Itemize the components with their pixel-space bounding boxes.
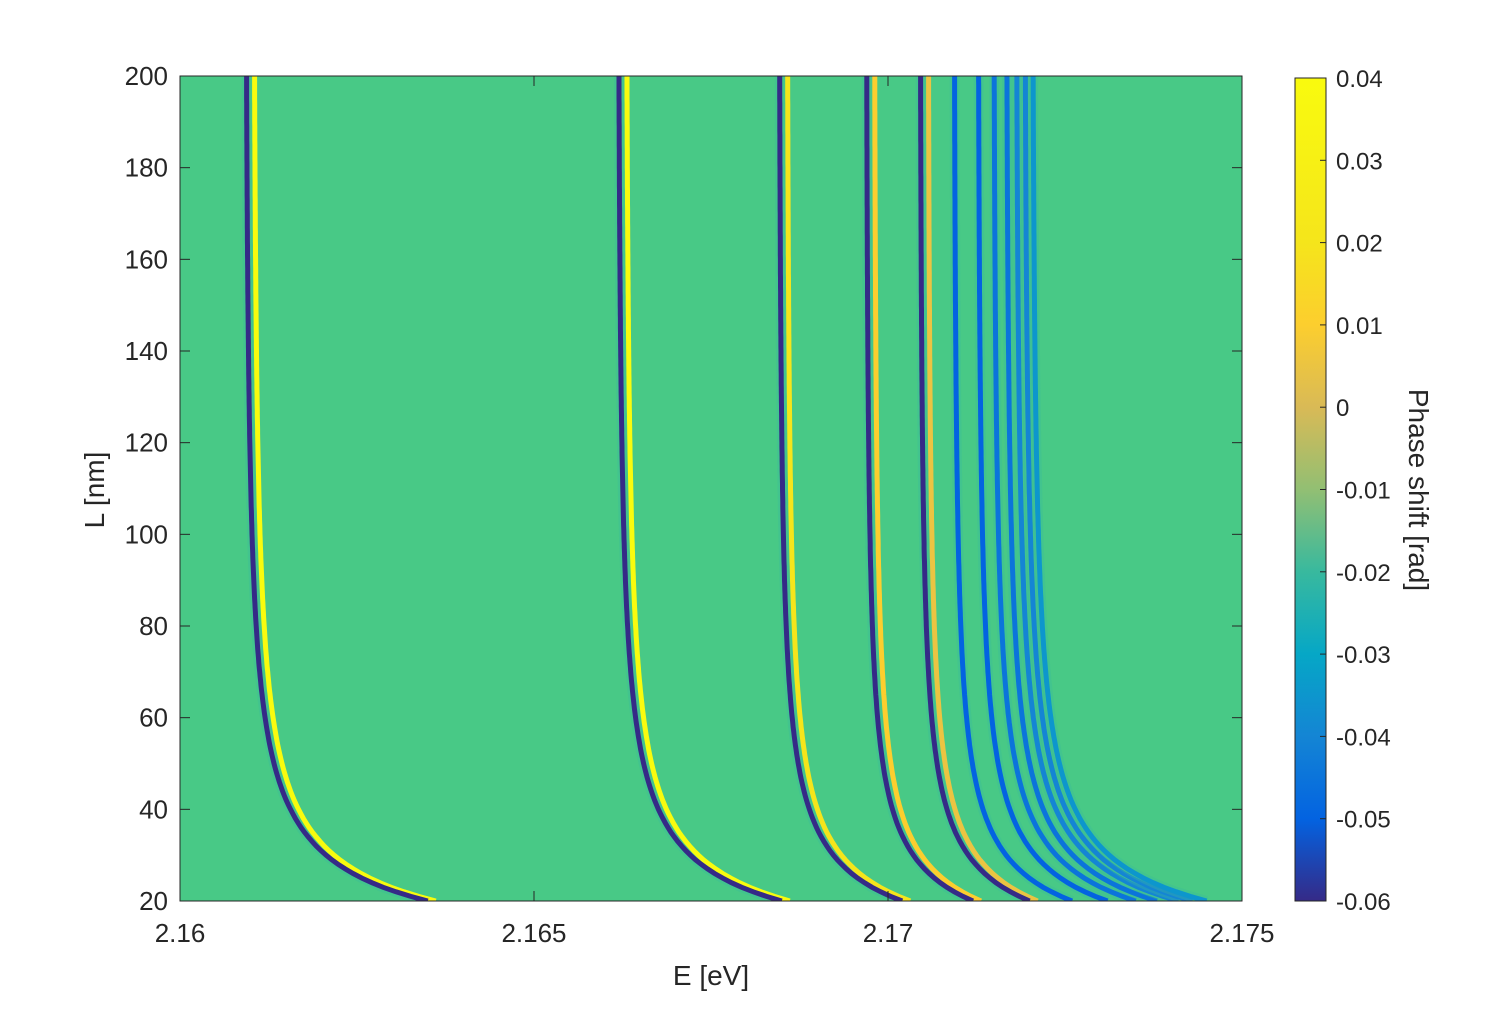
x-axis: 2.16 2.165 2.17 2.175 bbox=[155, 76, 1275, 948]
resonance-negative-line bbox=[1030, 76, 1208, 901]
y-tick-label: 100 bbox=[125, 519, 168, 549]
resonance-negative-line bbox=[976, 76, 1109, 901]
resonance-negative-line bbox=[918, 76, 1031, 901]
colorbar-tick-label: 0.02 bbox=[1336, 231, 1383, 258]
y-axis: 20 40 60 80 100 120 140 160 180 200 bbox=[125, 61, 1242, 916]
plot-background bbox=[180, 76, 1242, 901]
x-tick-label: 2.16 bbox=[155, 918, 206, 948]
x-tick-label: 2.175 bbox=[1209, 918, 1274, 948]
y-tick-label: 140 bbox=[125, 336, 168, 366]
y-tick-label: 180 bbox=[125, 153, 168, 183]
plot-frame bbox=[179, 75, 1243, 902]
colorbar-tick-label: -0.06 bbox=[1336, 889, 1391, 916]
resonance-negative-line bbox=[1022, 76, 1194, 901]
x-tick-label: 2.165 bbox=[501, 918, 566, 948]
colorbar-tick-label: 0.03 bbox=[1336, 148, 1383, 175]
y-tick-label: 40 bbox=[139, 794, 168, 824]
colorbar-tick-label: -0.02 bbox=[1336, 560, 1391, 587]
colorbar-tick-label: -0.05 bbox=[1336, 807, 1391, 834]
y-tick-label: 60 bbox=[139, 703, 168, 733]
colorbar-tick-label: -0.01 bbox=[1336, 478, 1391, 505]
resonance-negative-line bbox=[1004, 76, 1158, 901]
resonance-negative-line bbox=[1014, 76, 1180, 901]
colorbar-title: Phase shift [rad] bbox=[1403, 389, 1434, 591]
resonance-negative-line bbox=[777, 76, 904, 901]
colorbar-ticks: 0.04 0.03 0.02 0.01 0 -0.01 -0.02 -0.03 -0.04 -0.… bbox=[1320, 66, 1391, 916]
x-axis-title: E [eV] bbox=[673, 960, 749, 991]
colorbar-tick-label: 0.01 bbox=[1336, 313, 1383, 340]
resonance-negative-line bbox=[991, 76, 1137, 901]
resonance-positive-line bbox=[872, 76, 983, 901]
resonance-positive-line bbox=[926, 76, 1039, 901]
colorbar-tick-label: -0.03 bbox=[1336, 642, 1391, 669]
resonance-negative-line bbox=[952, 76, 1074, 901]
plot-area bbox=[180, 76, 1242, 901]
y-tick-label: 20 bbox=[139, 886, 168, 916]
resonance-negative-line bbox=[864, 76, 975, 901]
resonance-negative-line bbox=[244, 76, 429, 901]
resonance-lines-group bbox=[241, 76, 1208, 901]
resonance-positive-line bbox=[252, 76, 437, 901]
resonance-negative-line bbox=[616, 76, 783, 901]
resonance-positive-line bbox=[624, 76, 791, 901]
colorbar-tick-label: 0.04 bbox=[1336, 66, 1383, 93]
resonance-positive-line bbox=[785, 76, 912, 901]
y-tick-label: 80 bbox=[139, 611, 168, 641]
colorbar-tick-label: 0 bbox=[1336, 395, 1349, 422]
y-tick-label: 120 bbox=[125, 428, 168, 458]
y-tick-label: 160 bbox=[125, 244, 168, 274]
colorbar-tick-label: -0.04 bbox=[1336, 724, 1391, 751]
colorbar: 0.04 0.03 0.02 0.01 0 -0.01 -0.02 -0.03 -0.04 -0.… bbox=[1294, 66, 1434, 916]
x-tick-label: 2.17 bbox=[863, 918, 914, 948]
y-axis-title: L [nm] bbox=[79, 452, 110, 529]
y-tick-label: 200 bbox=[125, 61, 168, 91]
